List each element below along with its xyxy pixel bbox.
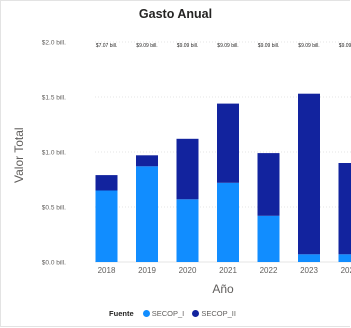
bar-secop-ii-2023 [298, 93, 320, 255]
x-tick-label: 2019 [138, 266, 156, 275]
bar-secop-i-2024 [338, 254, 351, 262]
legend: Fuente SECOP_I SECOP_II [0, 309, 351, 318]
y-tick-label: $1.5 bill. [42, 95, 66, 102]
y-tick-label: $2.0 bill. [42, 40, 66, 47]
bar-secop-i-2020 [176, 199, 199, 262]
x-tick-label: 2021 [219, 266, 237, 275]
bar-secop-ii-2019 [136, 155, 158, 167]
bar-secop-ii-2018 [95, 175, 118, 191]
bar-secop-i-2018 [95, 190, 118, 262]
bar-secop-i-2019 [136, 166, 158, 262]
x-tick-label: 2020 [179, 266, 197, 275]
total-data-label: $9.09 bill. [136, 43, 157, 49]
legend-swatch-secop-ii [192, 310, 200, 317]
y-tick-label: $0.5 bill. [42, 205, 66, 212]
bar-secop-ii-2024 [338, 163, 351, 255]
bar-secop-ii-2021 [217, 103, 239, 183]
legend-swatch-secop-i [142, 310, 150, 317]
legend-label-secop-ii: SECOP_II [201, 309, 236, 318]
bar-secop-i-2021 [217, 182, 239, 262]
total-data-label: $7.07 bill. [96, 43, 117, 49]
x-tick-label: 2023 [300, 266, 318, 275]
x-tick-label: 2022 [260, 266, 278, 275]
bar-secop-i-2023 [298, 254, 320, 262]
x-tick-label: 2018 [98, 266, 116, 275]
legend-label-secop-i: SECOP_I [151, 309, 185, 318]
x-axis-title: Año [212, 282, 234, 296]
bar-secop-i-2022 [257, 215, 280, 262]
bar-secop-ii-2022 [257, 153, 280, 216]
y-tick-label: $0.0 bill. [42, 260, 66, 267]
total-data-label: $9.09 bill. [217, 43, 238, 49]
legend-item-secop-ii[interactable]: SECOP_II [192, 309, 236, 318]
total-data-label: $9.09 bill. [258, 43, 279, 49]
total-data-label: $9.09 bill. [339, 43, 351, 49]
y-tick-label: $1.0 bill. [42, 150, 66, 157]
total-data-label: $9.09 bill. [298, 43, 319, 49]
chart-title: Gasto Anual [138, 7, 213, 21]
bar-secop-ii-2020 [176, 138, 199, 200]
x-tick-label: 2024 [341, 266, 351, 275]
legend-title: Fuente [109, 309, 134, 318]
legend-item-secop-i[interactable]: SECOP_I [142, 309, 187, 318]
total-data-label: $9.09 bill. [177, 43, 198, 49]
